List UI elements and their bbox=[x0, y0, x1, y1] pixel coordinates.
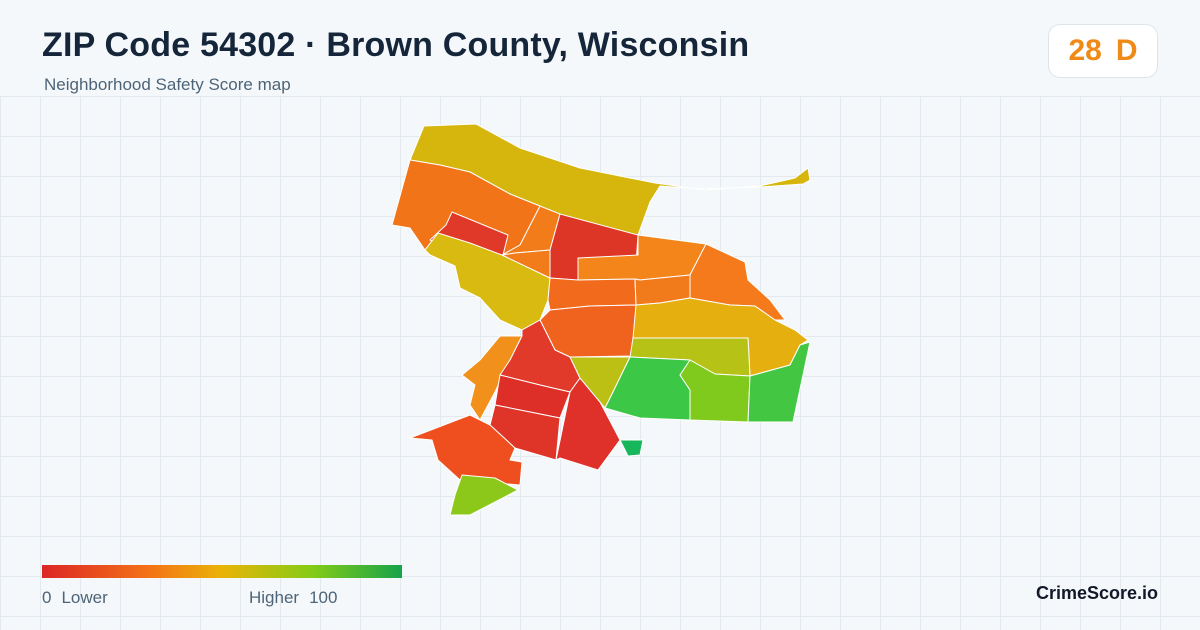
brand-logo-text[interactable]: CrimeScore.io bbox=[1036, 583, 1159, 603]
score-value: 28 bbox=[1068, 34, 1102, 67]
page-title: ZIP Code 54302 · Brown County, Wisconsin bbox=[42, 26, 750, 64]
legend-max-value: 100 bbox=[309, 588, 338, 607]
score-badge: 28 D bbox=[1048, 24, 1158, 78]
legend-min-label: Lower bbox=[61, 588, 108, 607]
page-subtitle: Neighborhood Safety Score map bbox=[44, 75, 291, 94]
map-region-southeast-lime[interactable] bbox=[679, 359, 751, 423]
legend-gradient-bar bbox=[42, 565, 402, 578]
legend-min-value: 0 bbox=[42, 588, 52, 607]
map-region-far-east-green[interactable] bbox=[747, 341, 811, 423]
map-region-southwest-green[interactable] bbox=[449, 474, 519, 516]
legend-max-label: Higher bbox=[249, 588, 300, 607]
legend-high: Higher 100 bbox=[249, 588, 337, 608]
score-grade: D bbox=[1115, 34, 1138, 67]
header-background bbox=[0, 0, 1200, 96]
map-region-center-small[interactable] bbox=[501, 249, 551, 279]
legend-low: 0 Lower bbox=[42, 588, 108, 608]
map-region-southwest-orange[interactable] bbox=[409, 414, 523, 486]
map-region-small-green[interactable] bbox=[619, 439, 644, 457]
